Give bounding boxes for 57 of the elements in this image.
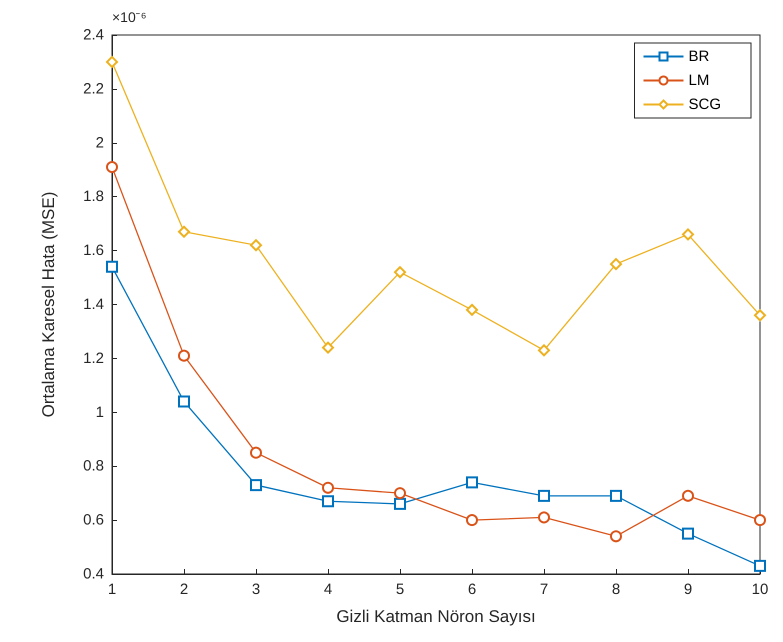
x-tick-label: 8 bbox=[612, 581, 620, 598]
point bbox=[394, 487, 406, 500]
point bbox=[394, 266, 406, 278]
x-tick-label: 2 bbox=[180, 581, 188, 598]
point bbox=[106, 161, 118, 174]
point bbox=[682, 228, 694, 240]
point bbox=[610, 258, 622, 270]
y-tick-label: 0.6 bbox=[83, 512, 104, 529]
x-tick-label: 7 bbox=[540, 581, 548, 598]
x-tick-label: 1 bbox=[108, 581, 116, 598]
point bbox=[178, 350, 190, 362]
point bbox=[538, 511, 550, 524]
y-tick-label: 1.6 bbox=[83, 242, 104, 260]
point bbox=[466, 514, 478, 526]
point bbox=[754, 309, 766, 322]
x-tick-label: 5 bbox=[396, 581, 404, 598]
point bbox=[538, 344, 550, 356]
point bbox=[610, 490, 622, 502]
point bbox=[682, 490, 694, 502]
point bbox=[178, 226, 190, 238]
x-tick-label: 9 bbox=[684, 581, 692, 598]
y-tick-label: 2.4 bbox=[83, 26, 104, 44]
legend-label: LM bbox=[688, 72, 710, 89]
y-tick-label: 0.4 bbox=[83, 566, 104, 582]
text: ×10⁻⁶ bbox=[112, 9, 147, 25]
y-tick-label: 1.2 bbox=[83, 350, 104, 367]
point bbox=[322, 495, 334, 508]
point bbox=[610, 530, 622, 542]
legend-label: BR bbox=[688, 48, 710, 65]
point bbox=[394, 498, 406, 510]
y-tick-label: 1 bbox=[96, 404, 104, 421]
y-tick-label: 2.2 bbox=[83, 80, 104, 98]
y-tick-label: 1.4 bbox=[83, 296, 104, 313]
y-tick-label: 1.8 bbox=[83, 188, 104, 206]
x-tick-label: 4 bbox=[324, 581, 332, 598]
legend-label: SCG bbox=[688, 96, 722, 113]
y-axis-title: Ortalama Karesel Hata (MSE) bbox=[39, 192, 58, 418]
point bbox=[754, 560, 766, 572]
point bbox=[754, 514, 766, 526]
x-tick-label: 6 bbox=[468, 581, 476, 598]
point bbox=[106, 260, 118, 273]
point bbox=[466, 304, 478, 316]
x-tick-label: 3 bbox=[252, 581, 260, 598]
x-axis-title: Gizli Katman Nöron Sayısı bbox=[336, 607, 536, 626]
point bbox=[250, 479, 262, 492]
point bbox=[682, 528, 694, 540]
y-tick-label: 0.8 bbox=[83, 458, 104, 475]
point bbox=[178, 396, 190, 408]
point bbox=[466, 476, 478, 488]
point bbox=[322, 482, 334, 494]
point bbox=[250, 239, 262, 252]
x-tick-label: 10 bbox=[752, 581, 768, 598]
point bbox=[250, 446, 262, 459]
point bbox=[322, 342, 334, 354]
point bbox=[106, 56, 118, 68]
point bbox=[538, 490, 550, 502]
y-tick-label: 2 bbox=[96, 134, 104, 152]
